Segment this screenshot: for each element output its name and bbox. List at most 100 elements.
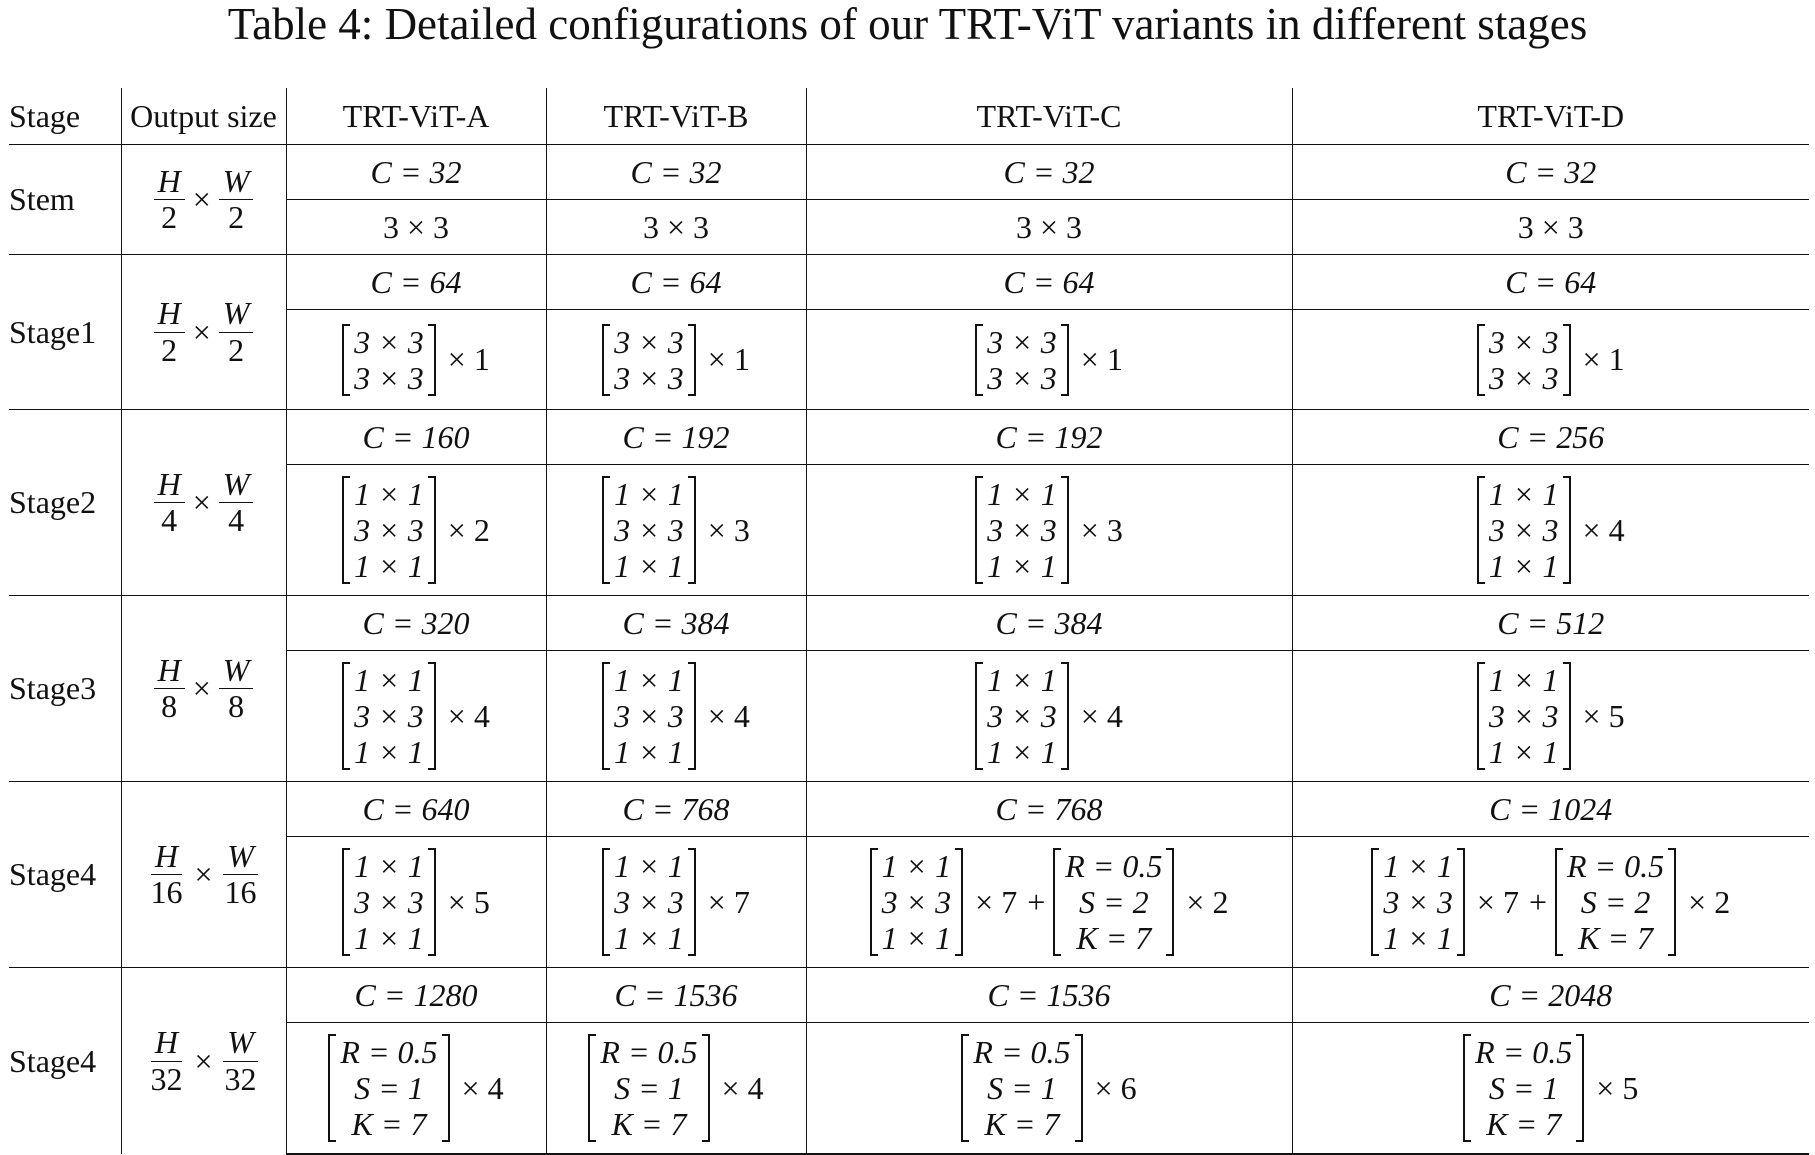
block-matrix-row-1: 3 × 3 [1488,359,1559,396]
block-matrix-row-2: 1 × 1 [1488,548,1559,584]
channels-cell-2: C = 384 [806,595,1293,651]
channels-cell-2: C = 192 [806,409,1293,465]
output-size-5: H 32 × W 32 [146,1025,260,1096]
repeat-count: × 4 [707,697,750,734]
output-h-fraction: H 16 [146,838,186,910]
output-w-fraction-numerator: W [218,163,254,200]
right-bracket [687,662,696,770]
stage-label: Stem [9,144,122,255]
right-bracket [427,848,436,956]
left-bracket [342,323,351,396]
left-bracket [602,323,611,396]
block-matrix-row-2: 1 × 1 [1383,920,1453,956]
output-w-fraction: W 16 [221,838,261,910]
repeat-count-2: × 2 [1186,883,1229,920]
header-variant-c: TRT-ViT-C [806,88,1293,145]
block-matrix-row-1: 3 × 3 [614,884,684,920]
block-matrix-row-2: 1 × 1 [987,734,1057,770]
block-matrix-row-1: 3 × 3 [614,512,684,548]
block-matrix-row-2: 1 × 1 [1488,734,1559,770]
output-w-fraction-numerator: W [223,838,258,875]
left-bracket [1555,848,1563,956]
block-matrix-row-2: 1 × 1 [614,920,684,956]
attention-matrix-row-0: R = 0.5 [1065,848,1163,884]
output-size-2: H 4 × W 4 [153,466,254,538]
stage-label: Stage2 [9,409,122,596]
left-bracket [1463,1034,1472,1142]
output-size-1: H 2 × W 2 [153,296,254,367]
output-size-cell: H 2 × W 2 [121,254,287,410]
output-h-fraction-denominator: 2 [161,199,178,235]
output-w-fraction-denominator: 32 [224,1060,257,1097]
output-h-fraction-numerator: H [153,163,185,200]
attention-matrix-row-1: S = 2 [1079,884,1149,920]
output-w-fraction: W 32 [221,1025,261,1096]
block-matrix-row-0: 1 × 1 [354,848,424,884]
block-matrix-row-1: 3 × 3 [354,512,424,548]
block-matrix-row-0: R = 0.5 [1475,1034,1573,1070]
block-matrix-row-0: 3 × 3 [987,323,1057,360]
blocks-cell-3: 3 × 3 [1517,208,1584,245]
output-h-fraction-numerator: H [153,466,185,503]
header-row: Stage Output size TRT-ViT-A TRT-ViT-B TR… [9,88,1809,145]
output-h-fraction-numerator: H [153,652,185,689]
block-matrix-row-1: 3 × 3 [987,512,1057,548]
block-matrix-row-1: 3 × 3 [1488,512,1559,548]
output-w-fraction-numerator: W [218,296,254,333]
times-symbol: × [192,313,211,350]
output-h-fraction: H 32 [146,1025,186,1097]
channels-cell-3: C = 512 [1292,595,1809,651]
header-output-size: Output size [121,88,287,145]
channels-cell-1: C = 768 [546,781,807,837]
left-bracket [1053,848,1062,956]
block-matrix-row-0: 1 × 1 [881,848,952,884]
repeat-count: × 1 [1582,341,1625,377]
block-matrix-row-2: K = 7 [984,1106,1060,1142]
repeat-count: × 7 [1476,883,1519,920]
block-matrix-row-1: S = 1 [354,1070,424,1106]
block-matrix-row-1: 3 × 3 [987,698,1057,734]
output-w-fraction-denominator: 4 [228,502,245,538]
stage-label: Stage1 [9,254,122,410]
channels-cell-3: C = 1024 [1292,781,1809,837]
repeat-count: × 4 [721,1069,764,1106]
channels-cell-1: C = 384 [546,595,807,651]
repeat-count: × 5 [1582,697,1625,734]
left-bracket [1476,323,1485,396]
output-size-cell: H 2 × W 2 [121,144,287,255]
block-matrix-row-2: 1 × 1 [881,920,952,956]
repeat-count: × 4 [447,697,490,734]
channels-cell-0: C = 160 [286,409,547,465]
block-matrix-row-2: 1 × 1 [354,734,424,770]
repeat-count: × 1 [447,341,490,377]
